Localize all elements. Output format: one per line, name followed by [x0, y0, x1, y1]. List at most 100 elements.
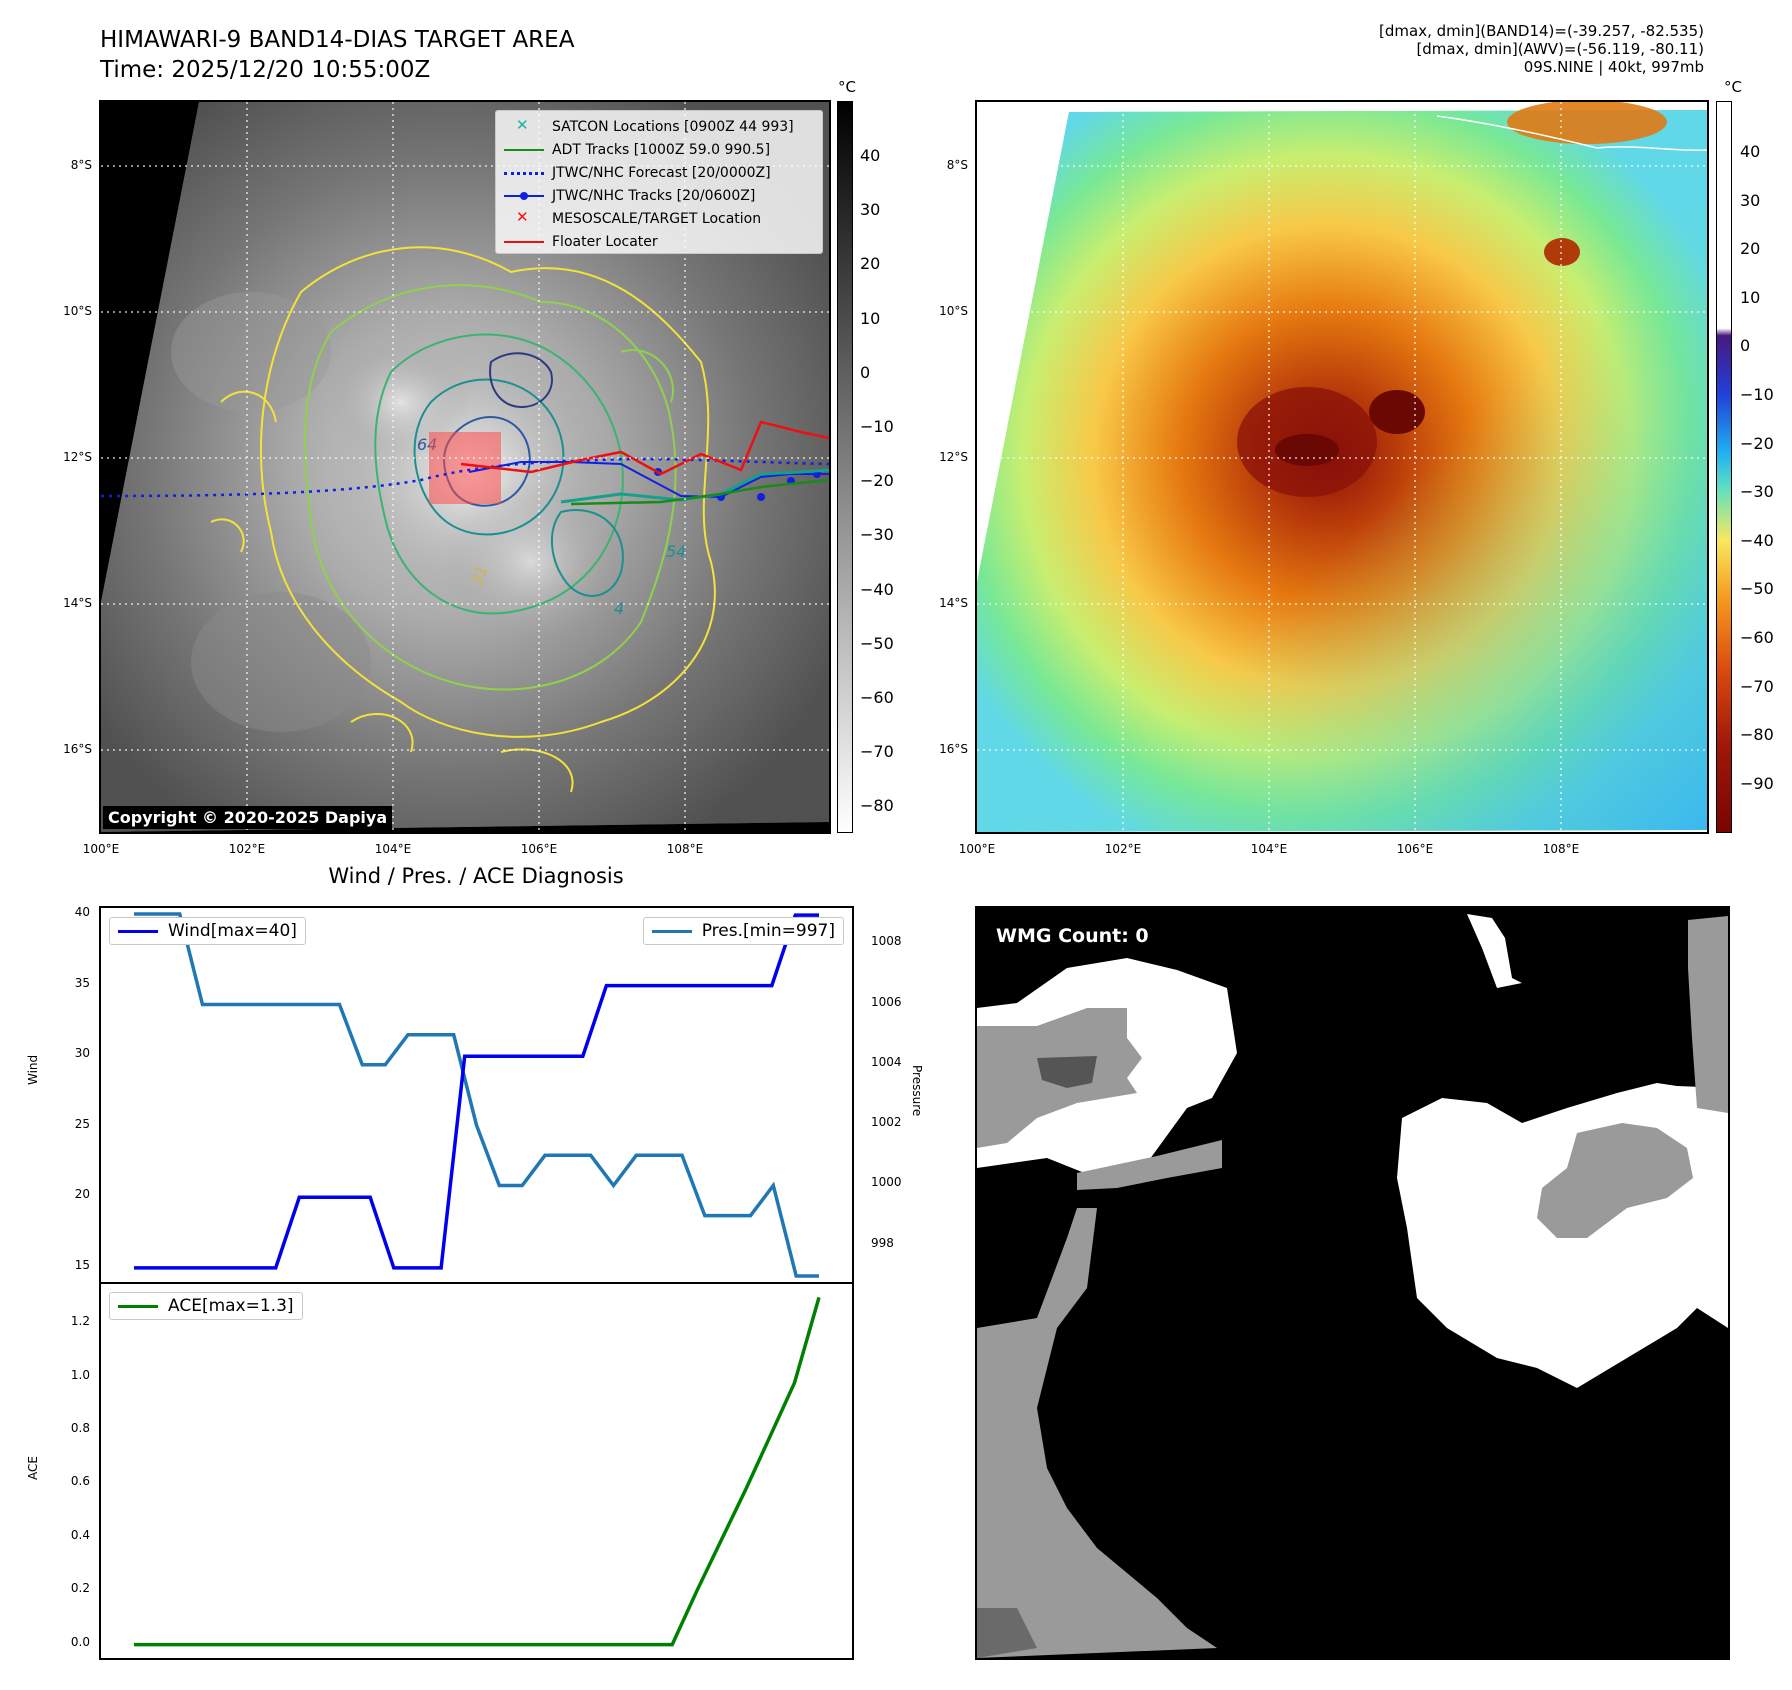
ace-tick-label: 0.0	[70, 1634, 90, 1649]
map-grid	[977, 102, 1707, 832]
pres-legend-label: Pres.[min=997]	[701, 921, 835, 941]
chart-title: HIMAWARI-9 BAND14-DIAS TARGET AREA	[100, 27, 575, 53]
colorbar-tick-label: −60	[860, 688, 894, 707]
x-marker-icon: ✕	[516, 207, 529, 226]
legend-item-forecast: JTWC/NHC Forecast [20/0000Z]	[504, 161, 814, 184]
wind-legend-label: Wind[max=40]	[168, 921, 297, 941]
line-dot-icon	[504, 189, 544, 203]
lat-tick: 12°S	[63, 450, 92, 464]
ace-legend-label: ACE[max=1.3]	[168, 1296, 294, 1316]
pressure-tick-label: 1002	[871, 1115, 902, 1130]
line-swatch	[118, 929, 158, 933]
legend-item-mesoscale: ✕ MESOSCALE/TARGET Location	[504, 207, 814, 230]
wind-series-line	[134, 913, 819, 1270]
legend-label: JTWC/NHC Forecast [20/0000Z]	[552, 164, 771, 181]
wmg-gray-regions	[977, 916, 1728, 1658]
awv-map-panel	[975, 100, 1709, 834]
lat-tick: 8°S	[946, 158, 968, 172]
lat-tick: 14°S	[63, 596, 92, 610]
colorbar-tick-label: −60	[1740, 628, 1774, 647]
lat-tick: 16°S	[63, 742, 92, 756]
x-marker-icon: ✕	[516, 115, 529, 134]
pressure-tick-label: 1004	[871, 1054, 902, 1069]
colorbar-tick-label: 0	[1740, 336, 1751, 356]
ace-tick-label: 0.8	[70, 1420, 90, 1435]
colorbar-tick-label: −70	[1740, 676, 1774, 696]
awv-range: [dmax, dmin](AWV)=(-56.119, -80.11)	[1416, 40, 1704, 58]
panel-divider	[101, 1282, 852, 1284]
lat-tick: 8°S	[70, 158, 92, 172]
diagnosis-frame: Wind[max=40] Pres.[min=997] ACE[max=1.3]	[99, 906, 854, 1660]
colorbar-tick-label: −80	[1740, 725, 1774, 745]
storm-summary: 09S.NINE | 40kt, 997mb	[1523, 58, 1704, 76]
colorbar-tick-label: 10	[1740, 287, 1761, 307]
ace-tick-label: 1.2	[70, 1314, 90, 1329]
lat-tick: 10°S	[63, 304, 92, 318]
wind-tick-label: 35	[74, 975, 90, 990]
lon-tick: 102°E	[228, 842, 266, 856]
colorbar-tick-label: 10	[860, 308, 881, 328]
dotted-line-icon	[504, 166, 544, 180]
colorbar-tick-label: −20	[1740, 433, 1774, 453]
legend-label: ADT Tracks [1000Z 59.0 990.5]	[552, 141, 771, 158]
contour-label-4: 4	[614, 599, 624, 618]
ace-tick-label: 1.0	[70, 1367, 90, 1382]
pressure-axis-label: Pressure	[910, 1065, 924, 1117]
colorbar-unit: °C	[838, 78, 856, 96]
colorbar-tick-label: −20	[860, 471, 894, 491]
ace-series-line	[134, 1296, 821, 1647]
legend-item-jtwc-tracks: JTWC/NHC Tracks [20/0600Z]	[504, 184, 814, 207]
lon-tick: 100°E	[958, 842, 996, 856]
ace-tick-label: 0.6	[70, 1474, 90, 1489]
adt-track	[570, 478, 829, 506]
colorbar-tick-label: −90	[1740, 773, 1774, 793]
colorbar-tick-label: −30	[860, 525, 894, 545]
colorbar-tick-label: −80	[860, 796, 894, 816]
pressure-tick-label: 1008	[871, 934, 902, 949]
time-label: Time: 2025/12/20 10:55:00Z	[100, 57, 431, 83]
legend-item-floater: Floater Locater	[504, 230, 814, 253]
band14-range: [dmax, dmin](BAND14)=(-39.257, -82.535)	[1379, 22, 1704, 40]
lat-tick: 10°S	[939, 304, 968, 318]
ace-tick-label: 0.4	[70, 1527, 90, 1542]
colorbar-tick-label: 0	[860, 362, 871, 382]
lon-tick: 104°E	[1250, 842, 1288, 856]
pressure-tick-label: 998	[871, 1235, 894, 1250]
wind-tick-label: 20	[74, 1187, 90, 1202]
info-block: [dmax, dmin](BAND14)=(-39.257, -82.535) …	[1379, 22, 1704, 76]
line-swatch	[651, 929, 692, 933]
lat-tick: 16°S	[939, 742, 968, 756]
wind-tick-label: 15	[74, 1257, 90, 1272]
colorbar-tick-label: −10	[860, 417, 894, 436]
lon-tick: 100°E	[82, 842, 120, 856]
ir-map-panel: 64 31 54 4 Copyright © 2020-2025 Dapiya …	[99, 100, 831, 834]
colorbar-tick-label: −50	[860, 633, 894, 653]
wmg-count-badge: WMG Count: 0	[989, 922, 1156, 950]
ace-legend: ACE[max=1.3]	[109, 1292, 303, 1320]
pressure-legend: Pres.[min=997]	[642, 917, 844, 945]
solid-line-icon	[504, 235, 544, 249]
wind-tick-label: 30	[74, 1046, 90, 1061]
wind-tick-label: 40	[74, 905, 90, 920]
solid-line-icon	[504, 143, 544, 157]
diagnosis-title: Wind / Pres. / ACE Diagnosis	[328, 864, 624, 888]
wmg-map	[977, 914, 1728, 1658]
pressure-series-line	[134, 912, 819, 1278]
wmg-panel: WMG Count: 0	[975, 906, 1730, 1660]
colorbar-tick-label: −10	[1740, 385, 1774, 404]
colorbar-tick-label: 30	[1740, 190, 1761, 210]
lat-tick: 12°S	[939, 450, 968, 464]
diagnosis-plot	[134, 912, 821, 1647]
colorbar-tick-label: −40	[860, 579, 894, 599]
colorbar-tick-label: 20	[860, 254, 881, 274]
legend-label: MESOSCALE/TARGET Location	[552, 210, 762, 227]
floater-track	[460, 420, 829, 476]
pressure-tick-label: 1006	[871, 994, 902, 1009]
wmg-dark-region	[977, 1608, 1037, 1658]
legend-label: Floater Locater	[552, 233, 658, 250]
contour-label-54: 54	[666, 542, 686, 561]
ace-axis-label: ACE	[26, 1456, 40, 1480]
wmg-dark-region	[1037, 1056, 1097, 1088]
lon-tick: 102°E	[1104, 842, 1142, 856]
lon-tick: 106°E	[1396, 842, 1434, 856]
